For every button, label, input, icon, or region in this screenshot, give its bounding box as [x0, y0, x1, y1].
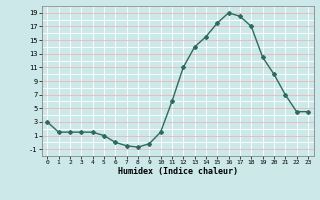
X-axis label: Humidex (Indice chaleur): Humidex (Indice chaleur)	[118, 167, 237, 176]
